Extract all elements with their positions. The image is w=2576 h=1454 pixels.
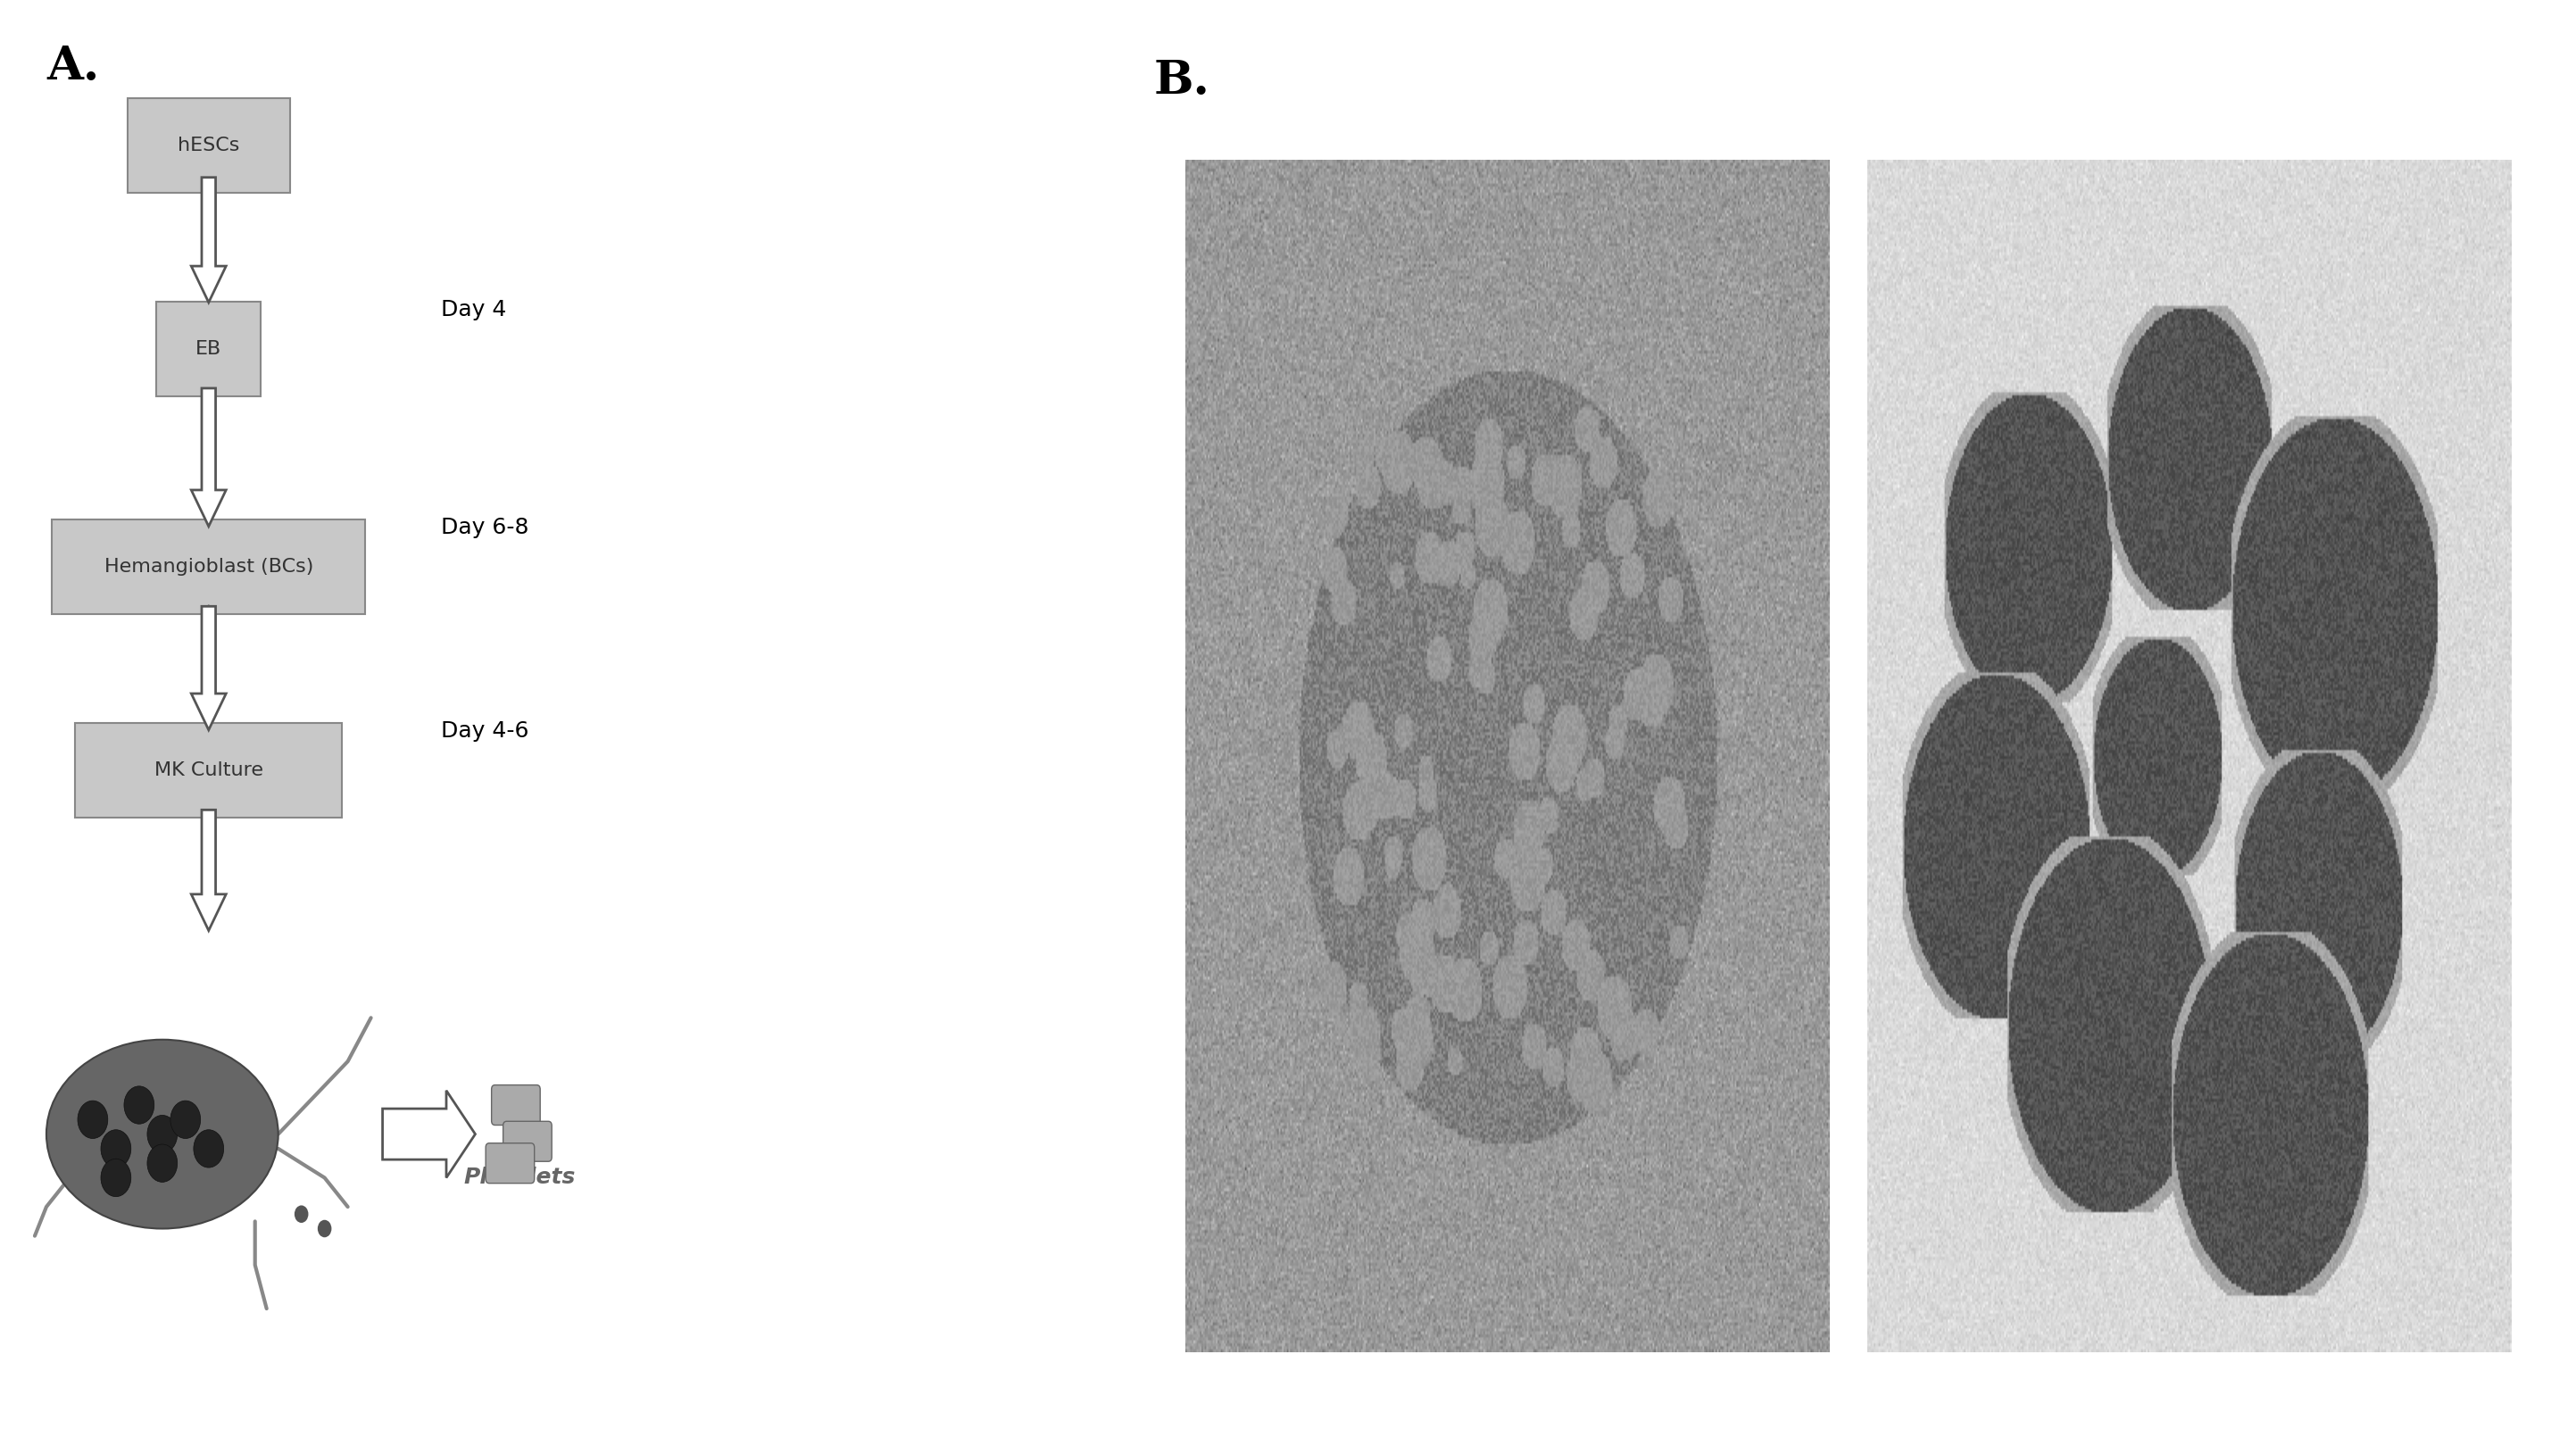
FancyBboxPatch shape bbox=[502, 1121, 551, 1162]
FancyBboxPatch shape bbox=[487, 1143, 533, 1184]
Circle shape bbox=[100, 1130, 131, 1168]
Polygon shape bbox=[191, 606, 227, 730]
FancyBboxPatch shape bbox=[492, 1085, 541, 1125]
FancyArrow shape bbox=[384, 1090, 477, 1178]
Text: Platelets: Platelets bbox=[464, 1168, 574, 1188]
Polygon shape bbox=[191, 388, 227, 526]
Polygon shape bbox=[191, 177, 227, 302]
Circle shape bbox=[317, 1220, 332, 1237]
FancyBboxPatch shape bbox=[75, 724, 343, 819]
Circle shape bbox=[294, 1205, 309, 1223]
Text: MK Culture: MK Culture bbox=[155, 762, 263, 779]
Text: B.: B. bbox=[1154, 58, 1211, 103]
FancyBboxPatch shape bbox=[157, 302, 260, 395]
Text: EB: EB bbox=[196, 340, 222, 358]
Ellipse shape bbox=[46, 1040, 278, 1229]
Text: hESCs: hESCs bbox=[178, 137, 240, 154]
FancyBboxPatch shape bbox=[52, 519, 366, 614]
Circle shape bbox=[193, 1130, 224, 1168]
Circle shape bbox=[77, 1101, 108, 1138]
Text: Day 6-8: Day 6-8 bbox=[440, 518, 528, 538]
Circle shape bbox=[147, 1115, 178, 1153]
Text: Hemangioblast (BCs): Hemangioblast (BCs) bbox=[103, 558, 314, 576]
Circle shape bbox=[147, 1144, 178, 1182]
Text: Day 4: Day 4 bbox=[440, 300, 505, 320]
Text: Day 4-6: Day 4-6 bbox=[440, 721, 528, 742]
Polygon shape bbox=[191, 810, 227, 931]
Circle shape bbox=[170, 1101, 201, 1138]
FancyBboxPatch shape bbox=[129, 97, 289, 193]
Circle shape bbox=[100, 1159, 131, 1197]
Circle shape bbox=[124, 1086, 155, 1124]
Text: A.: A. bbox=[46, 44, 100, 89]
